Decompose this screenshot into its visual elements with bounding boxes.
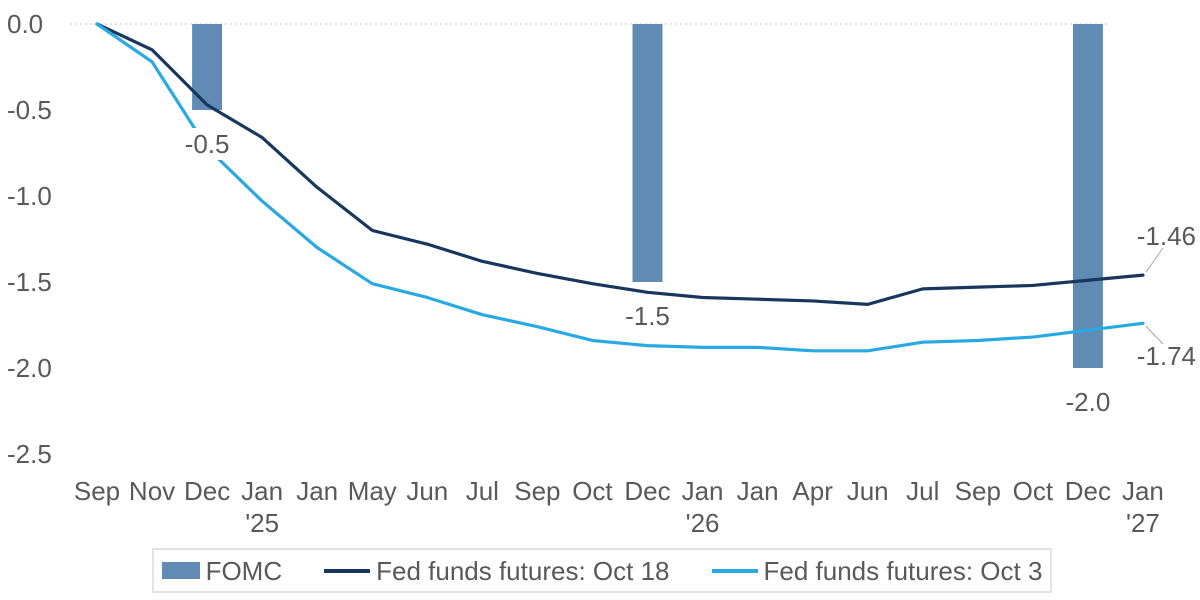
fomc-bar	[632, 24, 663, 282]
fomc-bar-swatch-icon	[161, 562, 200, 579]
legend: FOMC Fed funds futures: Oct 18 Fed funds…	[152, 548, 1052, 593]
x-tick-label: Nov	[128, 476, 176, 506]
legend-item-fomc: FOMC	[161, 555, 283, 586]
x-tick-label: Dec	[624, 476, 671, 506]
x-tick-label: Jun	[846, 476, 889, 506]
x-tick-label: Dec	[1064, 476, 1112, 506]
y-tick-label: -1.5	[7, 267, 52, 297]
y-tick-label: -0.5	[7, 95, 52, 125]
x-tick-label: Jul	[906, 476, 940, 506]
x-tick-label: Sep	[73, 476, 121, 506]
x-year-label: '26	[685, 508, 720, 538]
oct3-line-swatch-icon	[711, 568, 758, 573]
x-tick-label: Sep	[514, 476, 561, 506]
futures-line-oct18	[95, 22, 1145, 306]
x-tick-label: Sep	[954, 476, 1001, 506]
x-tick-label: Jun	[406, 476, 449, 506]
y-tick-label: 0.0	[7, 9, 44, 39]
x-tick-label: Jan	[681, 476, 724, 506]
y-tick-label: -2.5	[7, 439, 52, 469]
x-tick-label: May	[347, 476, 397, 506]
line-end-label-oct3: -1.74	[1136, 341, 1196, 371]
x-tick-label: Dec	[183, 476, 231, 506]
fomc-bar-value-label: -2.0	[1061, 386, 1115, 418]
fomc-bar-value-label: -1.5	[621, 300, 674, 332]
legend-label-oct3: Fed funds futures: Oct 3	[763, 555, 1043, 586]
leader-line-oct18	[1145, 247, 1164, 273]
fomc-bar	[192, 24, 223, 110]
futures-line-oct3	[95, 22, 1145, 353]
fomc-bar	[1072, 24, 1103, 368]
legend-label-fomc: FOMC	[205, 555, 283, 586]
x-tick-label: Jan	[241, 476, 284, 506]
line-end-label-oct18: -1.46	[1136, 221, 1196, 251]
x-tick-label: Oct	[572, 476, 613, 506]
x-tick-label: Jul	[465, 476, 499, 506]
oct18-line-swatch-icon	[324, 568, 371, 573]
legend-item-oct3: Fed funds futures: Oct 3	[711, 555, 1043, 586]
x-tick-label: Jan	[1121, 476, 1164, 506]
legend-item-oct18: Fed funds futures: Oct 18	[324, 555, 670, 586]
y-tick-label: -2.0	[7, 353, 52, 383]
y-tick-label: -1.0	[7, 181, 52, 211]
x-tick-label: Jan	[736, 476, 779, 506]
x-year-label: '25	[245, 508, 280, 538]
x-year-label: '27	[1125, 508, 1160, 538]
x-tick-label: Jan	[296, 476, 339, 506]
legend-label-oct18: Fed funds futures: Oct 18	[376, 555, 670, 586]
x-tick-label: Oct	[1012, 476, 1054, 506]
x-tick-label: Apr	[792, 476, 833, 506]
fomc-bar-value-label: -0.5	[180, 128, 234, 160]
leader-line-oct3	[1145, 325, 1164, 345]
